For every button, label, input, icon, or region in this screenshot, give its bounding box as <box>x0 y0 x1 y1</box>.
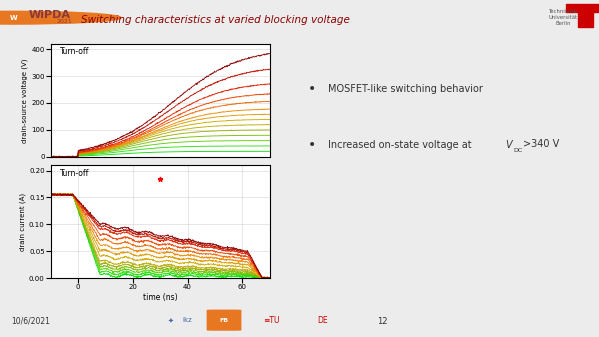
Text: WiPDA: WiPDA <box>29 10 71 20</box>
Y-axis label: drain current (A): drain current (A) <box>20 192 26 251</box>
Text: •: • <box>308 138 316 152</box>
Text: ✦: ✦ <box>168 317 174 324</box>
Text: Switching characteristics at varied blocking voltage: Switching characteristics at varied bloc… <box>81 15 350 25</box>
Bar <box>578 5 593 27</box>
Text: $V$: $V$ <box>505 137 515 150</box>
Text: Turn-off: Turn-off <box>60 47 89 56</box>
Text: Increased on-state voltage at: Increased on-state voltage at <box>328 140 475 150</box>
Text: ikz: ikz <box>183 317 192 324</box>
Text: 12: 12 <box>377 317 388 326</box>
Text: DC: DC <box>514 148 523 153</box>
X-axis label: time (ns): time (ns) <box>143 293 177 302</box>
Y-axis label: drain-source voltage (V): drain-source voltage (V) <box>22 58 28 143</box>
Text: Technische
Universität
Berlin: Technische Universität Berlin <box>549 9 577 26</box>
Bar <box>566 3 599 12</box>
Text: •: • <box>308 82 316 96</box>
Text: 10/6/2021: 10/6/2021 <box>11 317 50 326</box>
Text: Turn-off: Turn-off <box>60 168 89 178</box>
Text: ≡TU: ≡TU <box>264 316 280 325</box>
Text: FB: FB <box>219 318 229 323</box>
Text: MOSFET-like switching behavior: MOSFET-like switching behavior <box>328 84 483 94</box>
Text: >340 V: >340 V <box>523 139 559 149</box>
Text: DE: DE <box>317 316 328 325</box>
FancyBboxPatch shape <box>207 310 241 331</box>
Text: W: W <box>10 15 17 21</box>
Circle shape <box>0 11 121 24</box>
Text: 2021: 2021 <box>57 20 72 25</box>
